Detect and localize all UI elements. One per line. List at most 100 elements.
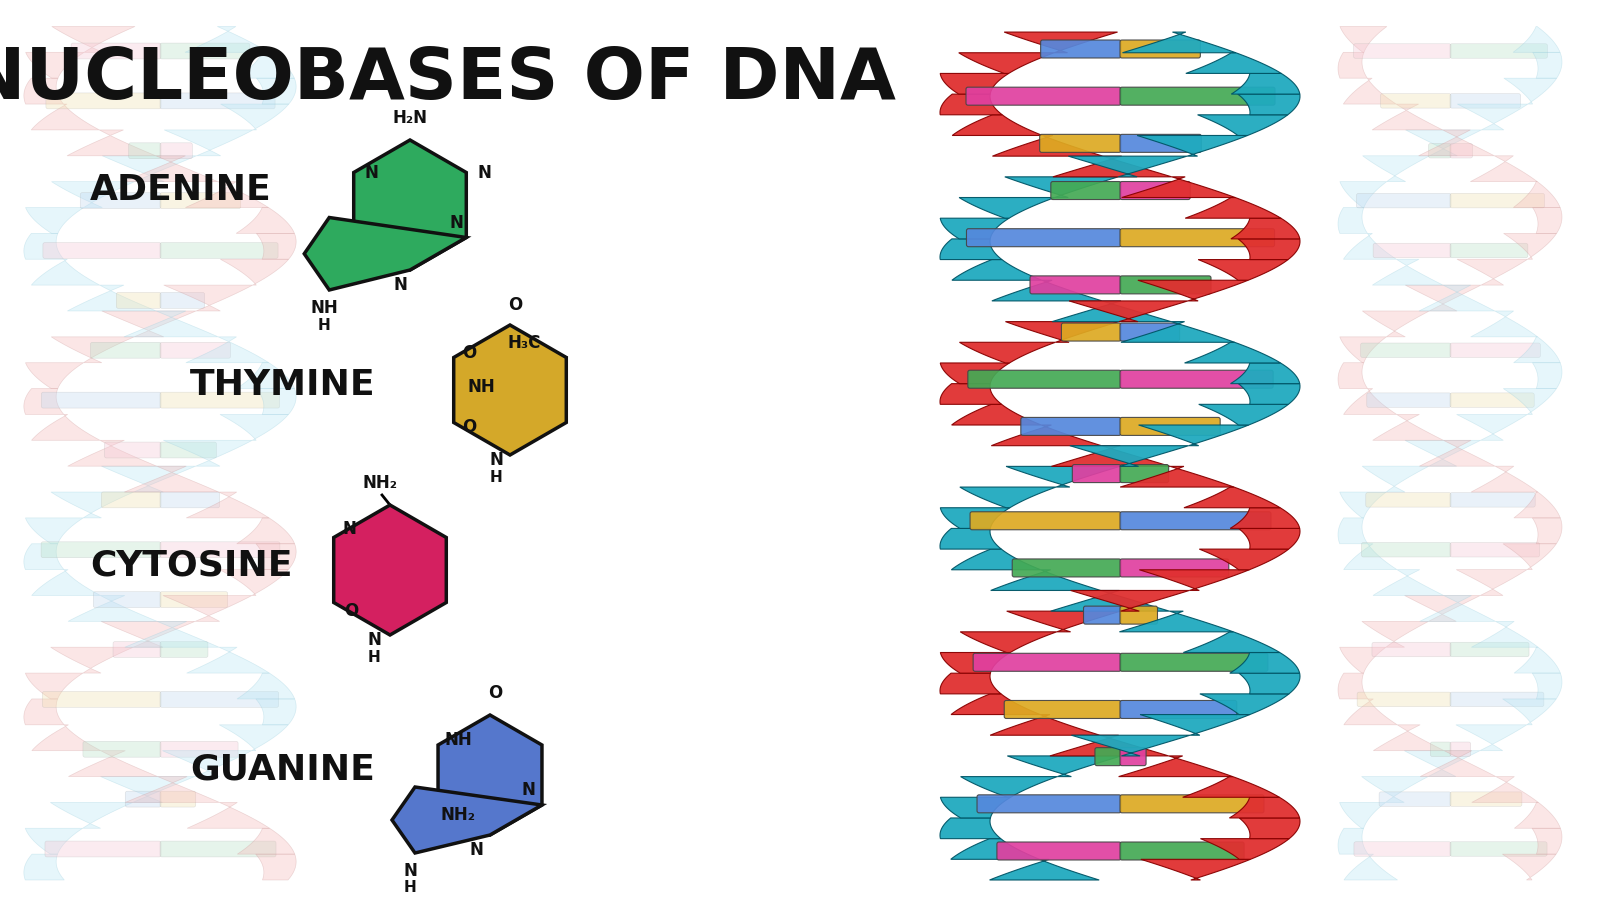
Polygon shape <box>1005 321 1118 342</box>
Text: ADENINE: ADENINE <box>90 173 272 207</box>
Polygon shape <box>69 596 157 621</box>
FancyBboxPatch shape <box>160 43 250 59</box>
Polygon shape <box>1533 828 1562 854</box>
FancyBboxPatch shape <box>1120 418 1221 436</box>
FancyBboxPatch shape <box>1354 44 1451 58</box>
FancyBboxPatch shape <box>1040 40 1122 58</box>
Polygon shape <box>941 508 1010 528</box>
FancyBboxPatch shape <box>1120 87 1275 105</box>
FancyBboxPatch shape <box>46 93 162 109</box>
Text: H: H <box>490 470 502 484</box>
FancyBboxPatch shape <box>114 642 162 657</box>
Polygon shape <box>1338 673 1368 699</box>
Polygon shape <box>1230 508 1299 528</box>
FancyBboxPatch shape <box>1120 512 1270 530</box>
Polygon shape <box>26 518 83 544</box>
Polygon shape <box>186 492 269 517</box>
Polygon shape <box>24 544 64 570</box>
Polygon shape <box>992 280 1102 301</box>
FancyBboxPatch shape <box>1450 742 1470 757</box>
Polygon shape <box>1338 363 1368 389</box>
Polygon shape <box>1405 596 1480 621</box>
Polygon shape <box>1373 414 1443 440</box>
Polygon shape <box>26 828 83 854</box>
Text: H₃C: H₃C <box>507 334 541 352</box>
Polygon shape <box>1238 94 1299 115</box>
Polygon shape <box>1230 363 1299 383</box>
Polygon shape <box>69 751 157 777</box>
FancyBboxPatch shape <box>970 512 1122 530</box>
Polygon shape <box>1362 621 1429 647</box>
Polygon shape <box>1339 337 1386 363</box>
Polygon shape <box>1338 208 1368 233</box>
Polygon shape <box>256 544 296 570</box>
Polygon shape <box>1456 414 1528 440</box>
Polygon shape <box>1184 342 1280 363</box>
Polygon shape <box>24 389 64 414</box>
FancyBboxPatch shape <box>1120 653 1267 671</box>
Polygon shape <box>1533 518 1562 544</box>
Polygon shape <box>1373 104 1443 130</box>
Text: N: N <box>450 213 464 231</box>
Polygon shape <box>1472 621 1538 647</box>
Polygon shape <box>1072 735 1190 756</box>
Polygon shape <box>1238 528 1299 549</box>
FancyBboxPatch shape <box>1450 543 1539 557</box>
Text: O: O <box>344 601 358 619</box>
Polygon shape <box>1344 544 1397 570</box>
Text: N: N <box>366 631 381 649</box>
Polygon shape <box>24 699 64 725</box>
FancyBboxPatch shape <box>160 93 275 109</box>
Text: N: N <box>394 276 406 294</box>
FancyBboxPatch shape <box>1360 343 1451 357</box>
Polygon shape <box>1470 311 1538 337</box>
FancyBboxPatch shape <box>1379 792 1451 806</box>
FancyBboxPatch shape <box>1120 229 1275 247</box>
Polygon shape <box>960 342 1056 363</box>
Polygon shape <box>941 673 1002 694</box>
Polygon shape <box>1182 777 1280 797</box>
Polygon shape <box>952 404 1042 425</box>
FancyBboxPatch shape <box>80 193 162 209</box>
FancyBboxPatch shape <box>160 243 278 258</box>
Polygon shape <box>1138 280 1248 301</box>
Polygon shape <box>1120 611 1234 632</box>
FancyBboxPatch shape <box>1357 194 1451 208</box>
Polygon shape <box>50 803 133 828</box>
Text: N: N <box>403 862 418 880</box>
Polygon shape <box>186 182 269 208</box>
Polygon shape <box>256 233 296 259</box>
FancyBboxPatch shape <box>1120 795 1264 813</box>
Polygon shape <box>1344 78 1397 104</box>
FancyBboxPatch shape <box>1051 182 1122 200</box>
Polygon shape <box>1230 652 1299 673</box>
Polygon shape <box>51 26 134 52</box>
FancyBboxPatch shape <box>1450 492 1536 507</box>
Polygon shape <box>438 715 542 835</box>
Polygon shape <box>1421 751 1496 777</box>
Polygon shape <box>1504 78 1557 104</box>
Polygon shape <box>256 854 296 880</box>
Polygon shape <box>163 285 253 311</box>
Text: NH₂: NH₂ <box>363 474 397 492</box>
FancyBboxPatch shape <box>1429 143 1451 158</box>
Polygon shape <box>1362 777 1429 803</box>
Polygon shape <box>51 647 133 673</box>
Polygon shape <box>24 78 64 104</box>
FancyBboxPatch shape <box>125 791 162 807</box>
Text: H₂N: H₂N <box>392 109 427 127</box>
FancyBboxPatch shape <box>128 143 162 158</box>
Polygon shape <box>32 724 101 751</box>
Polygon shape <box>1238 673 1299 694</box>
Polygon shape <box>26 673 83 699</box>
Polygon shape <box>1051 590 1170 611</box>
Polygon shape <box>1184 632 1280 652</box>
FancyBboxPatch shape <box>1120 464 1168 482</box>
FancyBboxPatch shape <box>160 791 195 807</box>
Polygon shape <box>1070 590 1189 611</box>
Polygon shape <box>1470 156 1538 182</box>
Polygon shape <box>30 104 99 130</box>
FancyBboxPatch shape <box>1366 393 1451 408</box>
Polygon shape <box>1339 492 1386 517</box>
Polygon shape <box>454 325 566 455</box>
